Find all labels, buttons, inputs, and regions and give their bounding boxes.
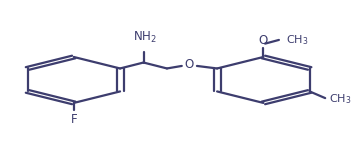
- Text: CH$_3$: CH$_3$: [329, 93, 351, 106]
- Text: O: O: [259, 34, 268, 47]
- Text: F: F: [70, 112, 77, 125]
- Text: O: O: [185, 58, 194, 71]
- Text: CH$_3$: CH$_3$: [286, 33, 308, 47]
- Text: NH$_2$: NH$_2$: [133, 30, 157, 45]
